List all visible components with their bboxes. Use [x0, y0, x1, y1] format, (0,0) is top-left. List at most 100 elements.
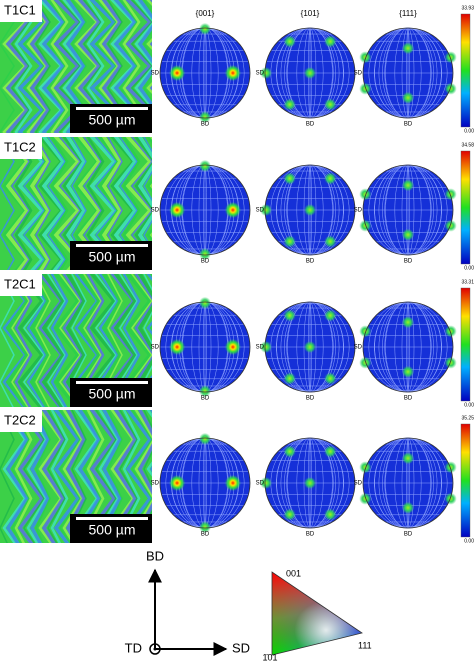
pole-hotspot [259, 204, 272, 216]
grain-band [38, 137, 63, 270]
pole-hotspot [199, 22, 211, 35]
grain-band [86, 137, 105, 270]
grain-band [77, 137, 102, 270]
pole-hotspot [359, 82, 372, 95]
pole-hotspot [444, 51, 457, 64]
pole-hotspot [199, 521, 211, 534]
grain-band [0, 274, 15, 407]
grain-band [113, 0, 138, 133]
grain-band [89, 0, 117, 133]
grain-band [17, 137, 45, 270]
pole-hotspot [169, 475, 186, 491]
grain-band [113, 410, 138, 543]
row-label-box [0, 274, 42, 296]
bd-label: BD [404, 532, 413, 538]
grain-band [134, 410, 152, 543]
pole-hotspot [324, 35, 337, 48]
pole-hotspot [324, 309, 337, 322]
grain-band [94, 0, 118, 133]
grain-band [26, 410, 48, 543]
grain-band [62, 410, 84, 543]
grain-band [17, 0, 45, 133]
pole-hotspot [324, 172, 337, 185]
orientation-map: T2C2 500 µm [0, 410, 152, 543]
scale-bar-label: 500 µm [89, 386, 136, 402]
grain-band [131, 137, 152, 270]
pole-figure-rim [362, 437, 454, 529]
grain-band [35, 137, 51, 270]
pole-hotspot [259, 477, 272, 489]
sd-label: SD [256, 208, 265, 214]
bd-label: BD [146, 548, 164, 563]
grain-band [65, 0, 87, 133]
scale-bar-label: 500 µm [89, 112, 136, 128]
pole-figure-title: {101} [301, 9, 320, 18]
pole-hotspot [402, 91, 414, 104]
grain-band [59, 410, 81, 543]
grain-band [62, 137, 84, 270]
pole-hotspot [359, 492, 372, 505]
pole-hotspot [402, 501, 414, 514]
td-dot [153, 647, 157, 651]
sd-label: SD [354, 71, 363, 77]
grain-band [2, 410, 27, 543]
grain-band [0, 0, 15, 133]
grain-band [146, 410, 152, 536]
grain-band [74, 410, 99, 543]
bd-label: BD [306, 122, 315, 128]
grain-band [137, 137, 152, 270]
sd-label: SD [256, 481, 265, 487]
pole-hotspot [444, 325, 457, 338]
pole-hotspot [259, 67, 272, 79]
grain-band [35, 410, 51, 543]
pole-hotspot [359, 188, 372, 201]
grain-band [38, 274, 63, 407]
pole-hotspot [444, 188, 457, 201]
pole-hotspot [283, 35, 296, 48]
pole-figure: SD BD [354, 164, 457, 265]
pole-hotspot [304, 341, 316, 353]
grain-band [41, 137, 66, 270]
grain-band [113, 137, 138, 270]
grain-band [98, 410, 120, 543]
grain-band [53, 410, 81, 543]
bd-label: BD [404, 259, 413, 265]
grain-band [110, 410, 135, 543]
pole-hotspot [224, 475, 241, 491]
td-label: TD [125, 640, 142, 655]
grain-band [53, 0, 81, 133]
pole-hotspot [169, 339, 186, 355]
bd-label: BD [306, 259, 315, 265]
grain-band [47, 0, 66, 133]
grain-band [22, 0, 46, 133]
pole-hotspot [169, 202, 186, 218]
pole-hotspot [304, 477, 316, 489]
grain-band [71, 137, 87, 270]
bd-label: BD [201, 532, 210, 538]
pole-hotspot [444, 356, 457, 369]
pole-figure-rim [362, 164, 454, 256]
pole-hotspot [324, 372, 337, 385]
pole-hotspot [359, 461, 372, 474]
ipf-key: 001 111 1̄01 [262, 568, 371, 662]
pole-hotspot [199, 296, 211, 309]
grain-band [17, 410, 45, 543]
grain-band [50, 0, 69, 133]
scale-bar [76, 107, 148, 110]
colorbar [460, 423, 471, 538]
grain-band [59, 137, 81, 270]
grain-band [125, 0, 152, 133]
bd-label: BD [201, 122, 210, 128]
pole-figure: SD BD {111} [354, 9, 457, 128]
pole-hotspot [402, 452, 414, 465]
pole-figure: SD BD {101} [256, 9, 356, 128]
grain-band [35, 274, 51, 407]
ipf-bottom-label: 1̄01 [262, 652, 277, 662]
grain-band [5, 0, 30, 133]
grain-band [86, 0, 105, 133]
grain-band [11, 410, 30, 543]
grain-band [122, 0, 141, 133]
pole-hotspot [283, 309, 296, 322]
colorbar-max: 35.25 [461, 415, 474, 421]
colorbar [460, 287, 471, 402]
